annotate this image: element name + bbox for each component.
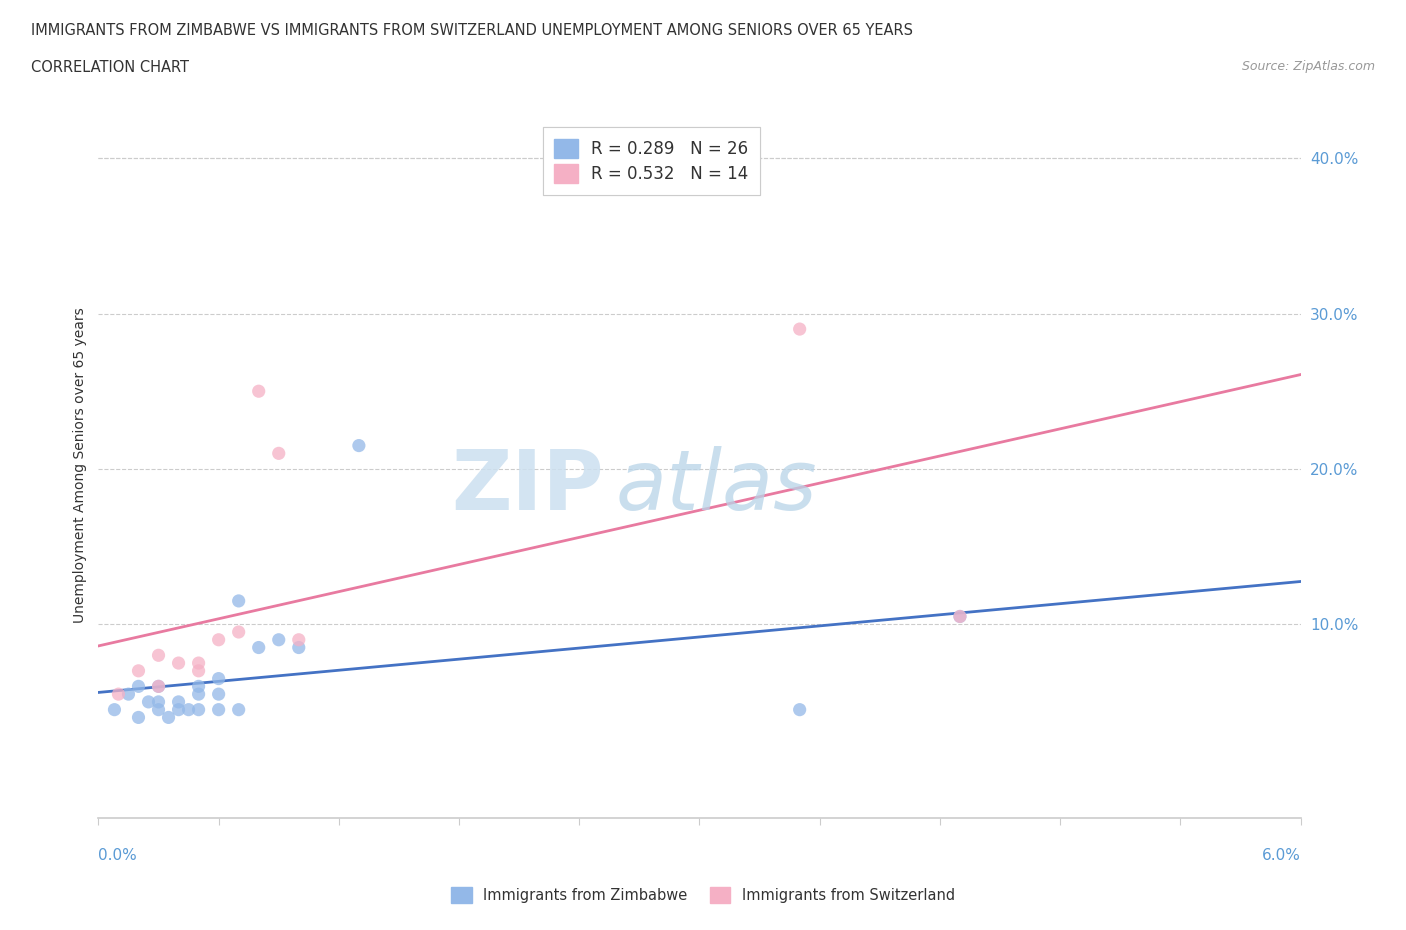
Point <box>187 663 209 678</box>
Text: atlas: atlas <box>616 445 817 526</box>
Point <box>128 663 150 678</box>
Point <box>138 695 160 710</box>
Text: 0.0%: 0.0% <box>98 848 138 863</box>
Point <box>228 702 250 717</box>
Point <box>187 679 209 694</box>
Point <box>103 702 125 717</box>
Point <box>187 686 209 701</box>
Point <box>347 438 370 453</box>
Point <box>949 609 972 624</box>
Point <box>128 710 150 724</box>
Legend: Immigrants from Zimbabwe, Immigrants from Switzerland: Immigrants from Zimbabwe, Immigrants fro… <box>446 882 960 909</box>
Text: Source: ZipAtlas.com: Source: ZipAtlas.com <box>1241 60 1375 73</box>
Point <box>208 686 231 701</box>
Point <box>167 702 190 717</box>
Point <box>288 632 311 647</box>
Y-axis label: Unemployment Among Seniors over 65 years: Unemployment Among Seniors over 65 years <box>73 307 87 623</box>
Point <box>267 632 290 647</box>
Point <box>177 702 200 717</box>
Point <box>288 640 311 655</box>
Point <box>228 593 250 608</box>
Point <box>187 656 209 671</box>
Text: ZIP: ZIP <box>451 445 603 526</box>
Legend: R = 0.289   N = 26, R = 0.532   N = 14: R = 0.289 N = 26, R = 0.532 N = 14 <box>543 127 761 194</box>
Point <box>267 445 290 460</box>
Point <box>148 702 170 717</box>
Point <box>117 686 139 701</box>
Text: IMMIGRANTS FROM ZIMBABWE VS IMMIGRANTS FROM SWITZERLAND UNEMPLOYMENT AMONG SENIO: IMMIGRANTS FROM ZIMBABWE VS IMMIGRANTS F… <box>31 23 912 38</box>
Point <box>208 632 231 647</box>
Point <box>167 656 190 671</box>
Point <box>157 710 180 724</box>
Point <box>148 679 170 694</box>
Point <box>247 640 270 655</box>
Point <box>789 322 811 337</box>
Point <box>187 702 209 717</box>
Point <box>949 609 972 624</box>
Point <box>148 695 170 710</box>
Point <box>789 702 811 717</box>
Point <box>228 625 250 640</box>
Point <box>247 384 270 399</box>
Point <box>148 679 170 694</box>
Point <box>208 671 231 686</box>
Point <box>148 648 170 663</box>
Point <box>107 686 129 701</box>
Text: CORRELATION CHART: CORRELATION CHART <box>31 60 188 75</box>
Point <box>167 695 190 710</box>
Point <box>128 679 150 694</box>
Text: 6.0%: 6.0% <box>1261 848 1301 863</box>
Point <box>208 702 231 717</box>
